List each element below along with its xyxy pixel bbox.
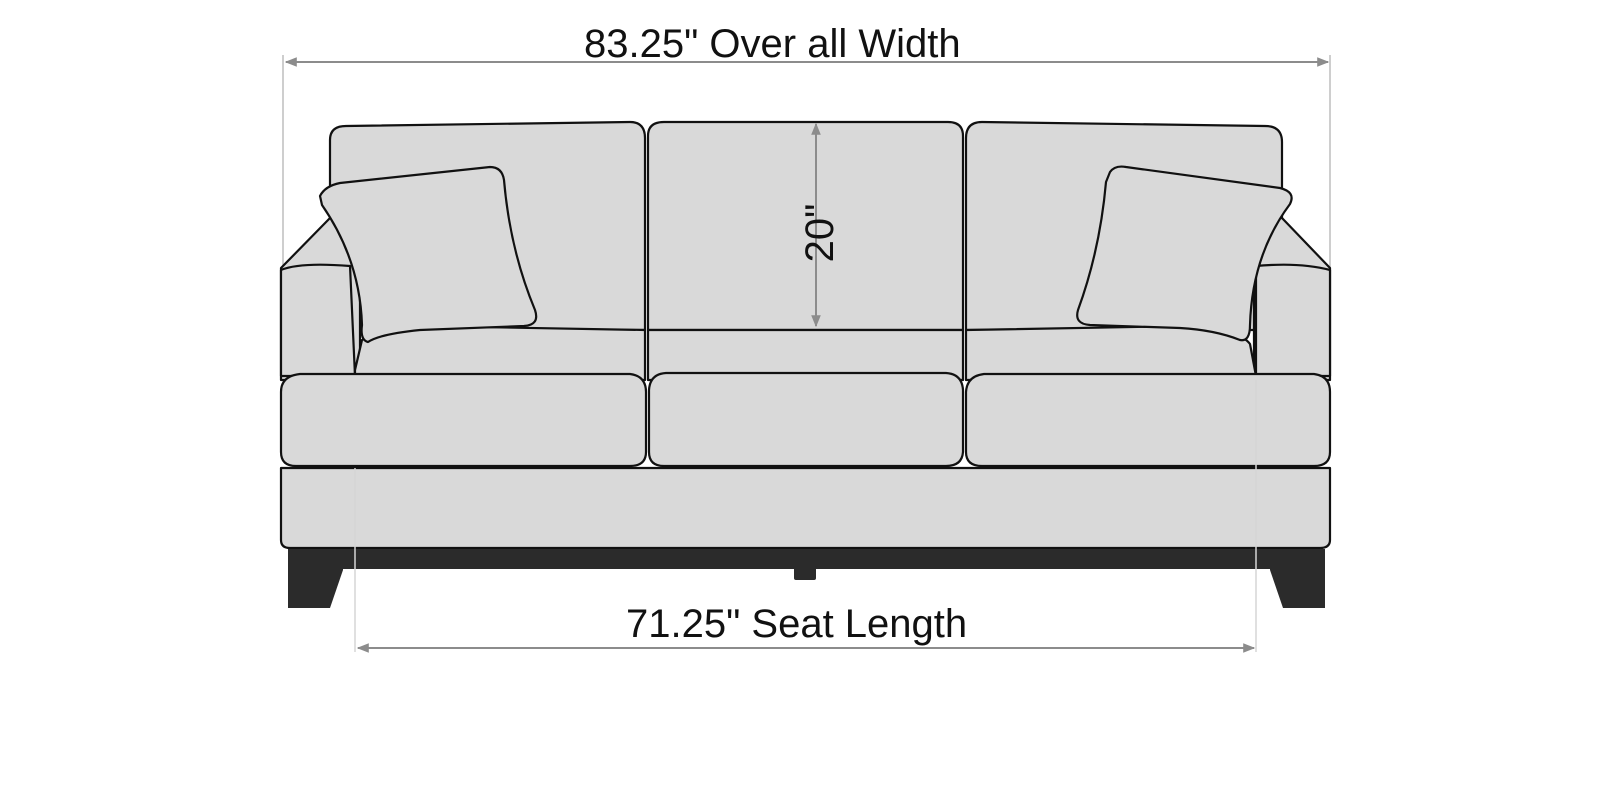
sofa-legs (288, 549, 1325, 608)
throw-pillow-right (1076, 165, 1293, 342)
seat-cushion-right (964, 372, 1332, 468)
seat-deck-right (964, 324, 1258, 382)
seat-deck (353, 324, 647, 382)
base-shadow (343, 549, 1270, 569)
sofa (279, 120, 1332, 550)
back-cushion-middle (646, 120, 965, 332)
arm-left-front (279, 263, 357, 378)
back-height-label: 20" (798, 203, 842, 263)
front-base (279, 466, 1332, 550)
leg-center (794, 566, 816, 580)
seat-deck-middle (646, 328, 965, 382)
seat-cushion-left (279, 372, 648, 468)
throw-pillow-left (318, 165, 538, 344)
leg-right (1270, 549, 1325, 608)
overall-width-label: 83.25" Over all Width (584, 22, 961, 66)
leg-left (288, 549, 343, 608)
seat-cushion-middle (647, 371, 965, 468)
arm-right-front (1254, 263, 1332, 378)
seat-length-label: 71.25" Seat Length (626, 602, 968, 646)
